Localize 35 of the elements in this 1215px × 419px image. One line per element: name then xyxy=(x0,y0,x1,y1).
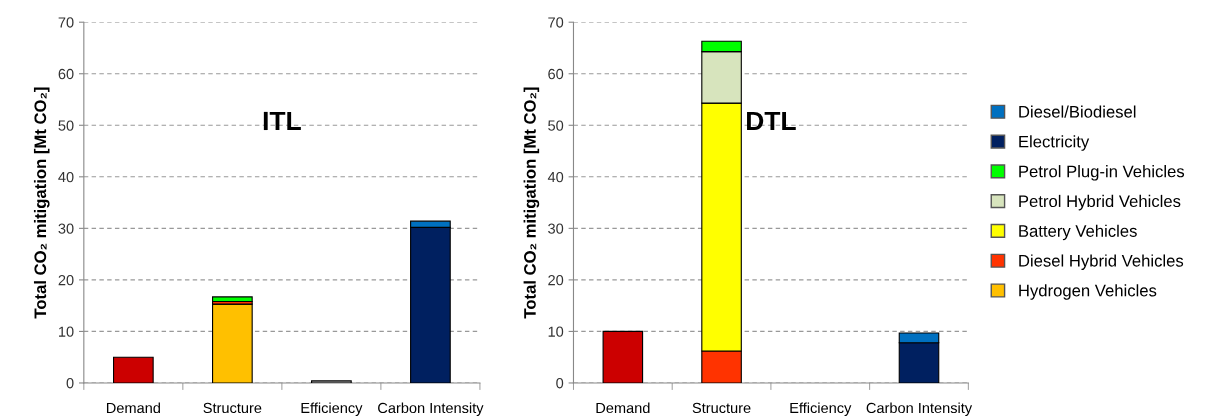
x-tick-label: Efficiency xyxy=(301,402,363,416)
y-tick-label: 10 xyxy=(548,326,564,337)
y-tick-label: 30 xyxy=(548,223,564,234)
y-tick-label: 50 xyxy=(58,120,74,131)
legend-label: Electricity xyxy=(1019,135,1090,151)
y-tick-label: 20 xyxy=(548,274,564,286)
annotation: DTL xyxy=(747,111,796,131)
legend-label: Diesel/Biodiesel xyxy=(1019,105,1136,118)
y-tick-label: 70 xyxy=(548,17,564,28)
y-tick-label: 20 xyxy=(58,274,74,286)
y-tick-label: 70 xyxy=(58,17,74,28)
y-tick-label: 30 xyxy=(58,223,74,234)
x-tick-label: Efficiency xyxy=(790,402,852,416)
y-tick-label: 40 xyxy=(58,171,74,183)
x-tick-label: Demand xyxy=(106,402,160,414)
y-tick-label: 10 xyxy=(59,326,74,337)
y-tick-label: 60 xyxy=(58,68,74,80)
y-tick-label: 0 xyxy=(556,378,564,389)
legend-label: Petrol Plug-in Vehicles xyxy=(1019,165,1185,181)
x-tick-label: Structure xyxy=(203,402,262,414)
y-axis-title: Total CO₂ mitigation [Mt CO₂] xyxy=(523,87,540,319)
x-tick-label: Carbon Intensity xyxy=(866,402,973,416)
y-tick-label: 60 xyxy=(548,68,564,80)
y-axis-title: Total CO₂ mitigation [Mt CO₂] xyxy=(33,87,50,319)
x-tick-label: Structure xyxy=(692,402,751,414)
y-tick-label: 40 xyxy=(547,171,564,183)
legend-label: Battery Vehicles xyxy=(1019,224,1137,241)
y-tick-label: 0 xyxy=(66,378,74,389)
annotation: ITL xyxy=(263,111,301,131)
y-tick-label: 50 xyxy=(548,120,564,131)
x-tick-label: Carbon Intensity xyxy=(378,402,484,416)
legend-label: Petrol Hybrid Vehicles xyxy=(1019,194,1181,211)
x-tick-label: Demand xyxy=(596,402,650,414)
legend-label: Hydrogen Vehicles xyxy=(1019,284,1157,300)
legend-label: Diesel Hybrid Vehicles xyxy=(1019,254,1184,270)
